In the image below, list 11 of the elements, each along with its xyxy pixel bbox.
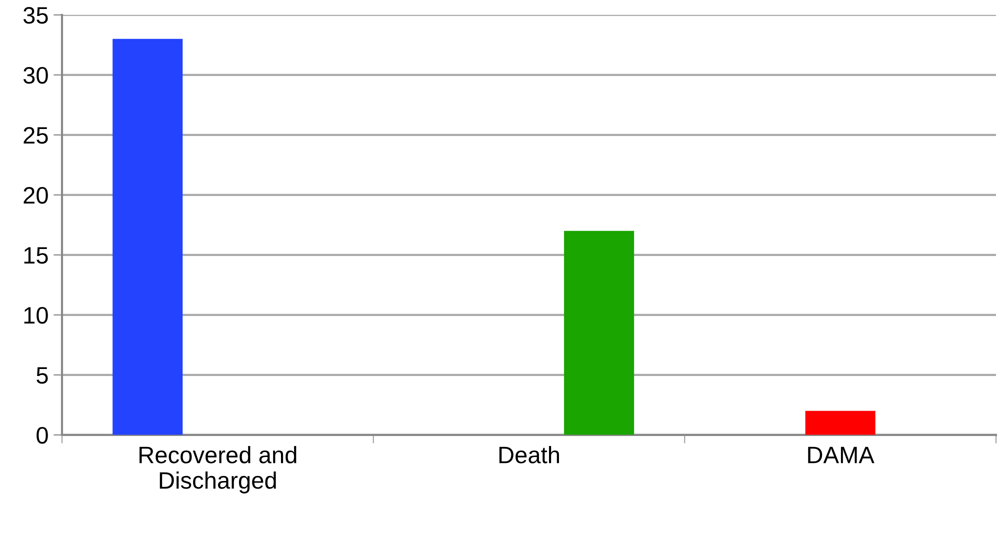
y-tick-label: 30 (23, 66, 48, 84)
x-tick-label: DAMA (808, 446, 874, 464)
y-tick-label: 35 (23, 6, 48, 24)
y-tick-label: 20 (24, 186, 48, 204)
y-tick-label: 5 (36, 367, 48, 384)
x-tick-label: Recovered and Discharged (140, 446, 296, 494)
y-tick-label: 25 (24, 126, 48, 144)
x-tick-label: Death (499, 446, 559, 464)
y-tick-label: 10 (24, 306, 48, 324)
y-tick-label: 0 (36, 426, 48, 444)
y-tick-label: 15 (24, 247, 48, 264)
